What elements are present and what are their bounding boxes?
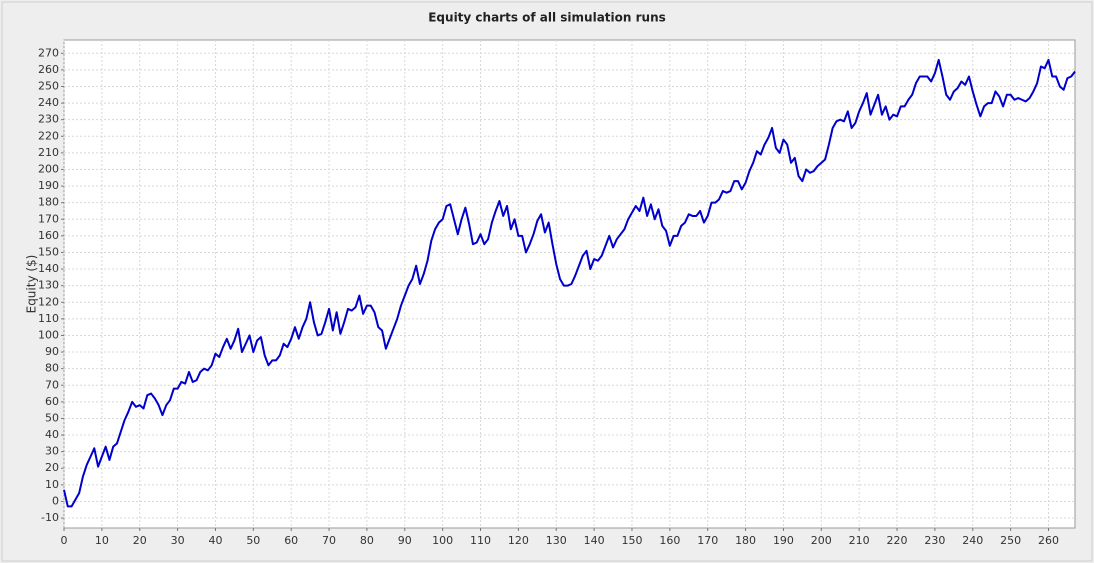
x-tick-label: 200 — [811, 534, 832, 547]
y-tick-label: 80 — [45, 362, 59, 375]
x-tick-label: 180 — [735, 534, 756, 547]
y-tick-label: 20 — [45, 461, 59, 474]
y-tick-label: 40 — [45, 428, 59, 441]
y-tick-label: 170 — [38, 212, 59, 225]
y-tick-label: 10 — [45, 478, 59, 491]
x-tick-label: 240 — [962, 534, 983, 547]
x-tick-label: 250 — [1000, 534, 1021, 547]
x-tick-label: 80 — [360, 534, 374, 547]
y-tick-label: 130 — [38, 279, 59, 292]
x-tick-label: 160 — [659, 534, 680, 547]
x-tick-label: 90 — [398, 534, 412, 547]
x-tick-label: 70 — [322, 534, 336, 547]
y-tick-label: 150 — [38, 245, 59, 258]
x-tick-label: 190 — [773, 534, 794, 547]
x-tick-label: 0 — [61, 534, 68, 547]
x-tick-label: 20 — [133, 534, 147, 547]
x-tick-label: 40 — [208, 534, 222, 547]
x-tick-label: 50 — [246, 534, 260, 547]
y-tick-label: 60 — [45, 395, 59, 408]
y-tick-label: 100 — [38, 328, 59, 341]
x-tick-label: 30 — [171, 534, 185, 547]
x-tick-label: 210 — [849, 534, 870, 547]
y-tick-label: 270 — [38, 46, 59, 59]
y-tick-label: 30 — [45, 445, 59, 458]
x-tick-label: 100 — [432, 534, 453, 547]
x-tick-label: 130 — [546, 534, 567, 547]
y-tick-label: 70 — [45, 378, 59, 391]
y-tick-label: -10 — [41, 511, 59, 524]
series-line — [63, 58, 1076, 508]
y-tick-label: 120 — [38, 295, 59, 308]
y-tick-label: 260 — [38, 63, 59, 76]
x-tick-label: 230 — [924, 534, 945, 547]
y-axis-label: Equity ($) — [25, 255, 39, 314]
x-tick-label: 220 — [887, 534, 908, 547]
y-tick-label: 180 — [38, 196, 59, 209]
x-tick-label: 60 — [284, 534, 298, 547]
y-tick-label: 50 — [45, 411, 59, 424]
y-tick-label: 160 — [38, 229, 59, 242]
chart-title: Equity charts of all simulation runs — [428, 11, 666, 25]
y-tick-label: 240 — [38, 96, 59, 109]
x-tick-label: 140 — [584, 534, 605, 547]
y-tick-label: 250 — [38, 79, 59, 92]
x-tick-label: 120 — [508, 534, 529, 547]
y-tick-label: 0 — [52, 494, 59, 507]
x-tick-label: 10 — [95, 534, 109, 547]
y-tick-label: 220 — [38, 129, 59, 142]
y-tick-label: 90 — [45, 345, 59, 358]
y-tick-label: 230 — [38, 113, 59, 126]
y-tick-label: 200 — [38, 162, 59, 175]
x-tick-label: 110 — [470, 534, 491, 547]
x-tick-label: 150 — [621, 534, 642, 547]
y-tick-label: 140 — [38, 262, 59, 275]
y-tick-label: 110 — [38, 312, 59, 325]
y-tick-label: 210 — [38, 146, 59, 159]
y-tick-label: 190 — [38, 179, 59, 192]
x-tick-label: 170 — [697, 534, 718, 547]
x-tick-label: 260 — [1038, 534, 1059, 547]
